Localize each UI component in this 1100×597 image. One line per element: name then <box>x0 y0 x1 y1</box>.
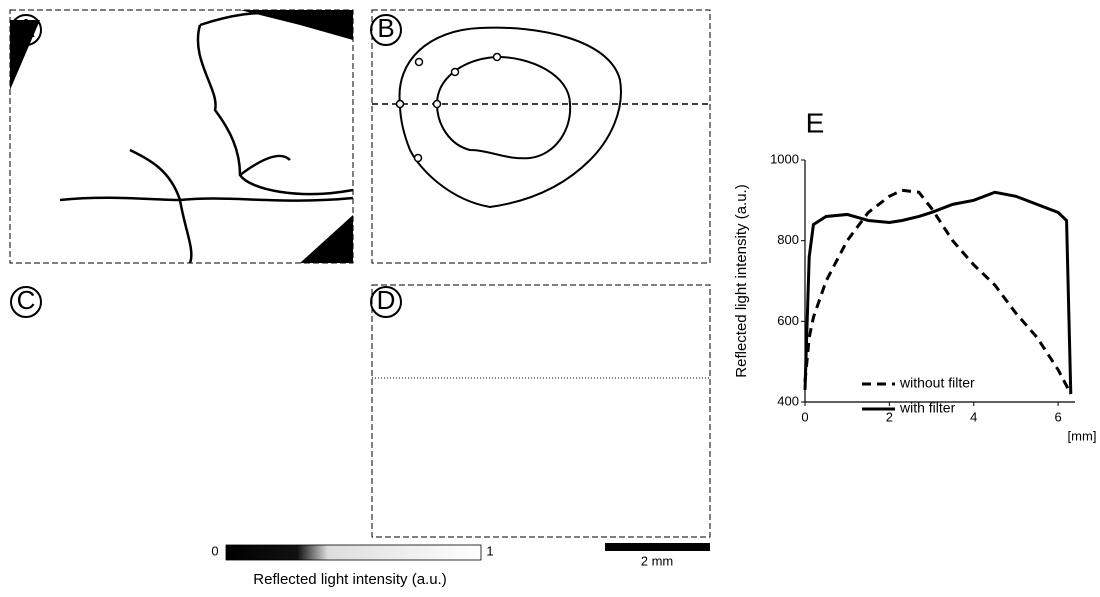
colorbar <box>225 544 482 561</box>
y-axis-label: Reflected light intensity (a.u.) <box>733 184 750 377</box>
x-axis-label: [mm] <box>1068 428 1097 443</box>
panel-d-frame <box>371 284 711 538</box>
marker <box>432 99 442 109</box>
x-tick-label: 2 <box>886 409 893 424</box>
marker <box>413 153 423 163</box>
colorbar-max: 1 <box>486 543 493 558</box>
marker <box>450 67 460 77</box>
colorbar-title: Reflected light intensity (a.u.) <box>253 571 446 588</box>
legend-label: without filter <box>899 375 975 391</box>
marker <box>492 52 502 62</box>
scale-bar-label: 2 mm <box>641 553 674 568</box>
panel-label: C <box>17 285 36 315</box>
x-tick-label: 4 <box>970 409 977 424</box>
marker <box>395 99 405 109</box>
panel-label: A <box>17 13 35 43</box>
label-circle <box>10 14 42 46</box>
label-circle <box>370 14 402 46</box>
y-tick-label: 600 <box>777 313 799 328</box>
inner-contour <box>435 55 572 160</box>
panel-a-frame <box>9 9 354 264</box>
y-tick-label: 1000 <box>770 151 799 166</box>
y-tick-label: 800 <box>777 232 799 247</box>
series-line <box>803 190 1073 394</box>
scale-bar <box>605 543 710 551</box>
colorbar-min: 0 <box>211 543 218 558</box>
panel-label: B <box>377 13 394 43</box>
x-tick-label: 6 <box>1055 409 1062 424</box>
label-circle <box>370 286 402 318</box>
label-circle <box>10 286 42 318</box>
panel-label: D <box>377 285 396 315</box>
vessels <box>59 11 354 264</box>
legend-label: with filter <box>899 400 956 416</box>
series-line <box>803 188 1073 395</box>
marker <box>414 57 424 67</box>
chart-title: E <box>806 107 825 138</box>
x-tick-label: 0 <box>801 409 808 424</box>
y-tick-label: 400 <box>777 393 799 408</box>
panel-b-frame <box>371 9 711 264</box>
